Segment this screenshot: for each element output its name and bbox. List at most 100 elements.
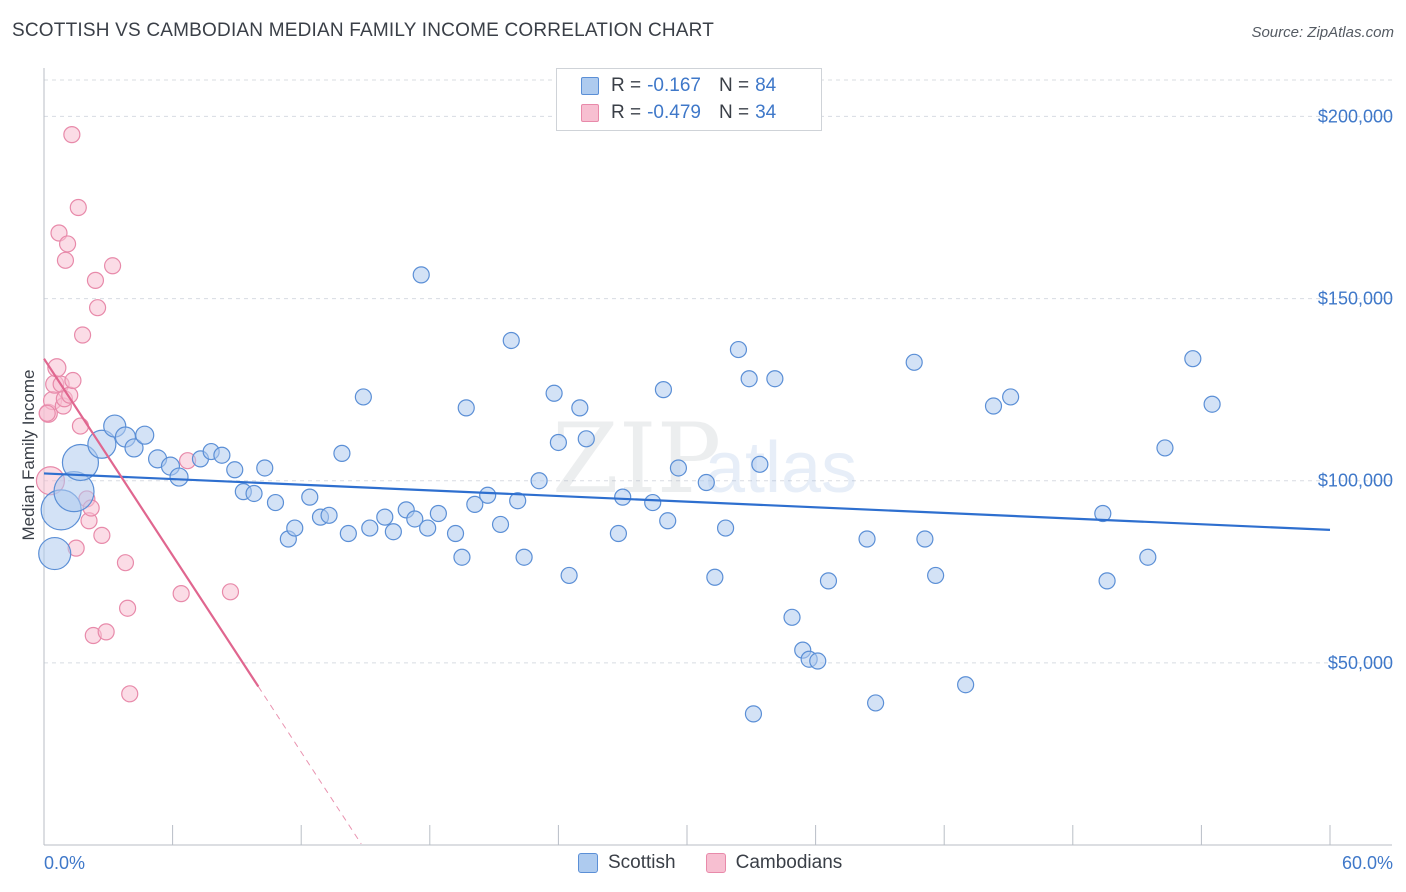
- scottish-point: [697, 473, 715, 492]
- scottish-point: [446, 524, 465, 543]
- scottish-point: [740, 370, 758, 388]
- scottish-point: [429, 504, 447, 523]
- scottish-point: [766, 370, 784, 388]
- correlation-legend: R = -0.167 N = 84 R = -0.479 N = 34: [556, 68, 822, 131]
- y-tick-label: $150,000: [1318, 289, 1393, 309]
- scottish-point: [376, 508, 394, 526]
- series-label-scottish: Scottish: [608, 852, 676, 873]
- source-credit: Source: ZipAtlas.com: [1251, 24, 1394, 41]
- scottish-point: [614, 488, 632, 506]
- cambodian-points: [35, 126, 240, 703]
- scottish-point: [339, 524, 357, 543]
- cambodian-trend-line: [43, 358, 260, 688]
- scottish-point: [361, 519, 379, 537]
- cambodian-point: [73, 326, 92, 344]
- series-legend-scottish[interactable]: Scottish: [578, 852, 676, 874]
- scottish-point: [479, 486, 497, 504]
- legend-swatch-scottish: [581, 77, 599, 95]
- scottish-point: [577, 430, 595, 448]
- scottish-point: [1139, 548, 1157, 566]
- x-tick-label-min: 0.0%: [44, 853, 85, 873]
- scottish-point: [867, 694, 885, 712]
- scottish-point: [502, 331, 520, 350]
- legend-n-label: N =: [718, 75, 750, 96]
- scottish-point: [226, 461, 244, 479]
- scottish-point: [751, 455, 769, 473]
- scottish-point: [1184, 350, 1202, 368]
- y-tick-label: $50,000: [1328, 653, 1393, 673]
- scottish-point: [571, 399, 589, 417]
- scottish-point: [809, 652, 827, 670]
- scottish-point: [916, 530, 934, 548]
- scottish-point: [669, 459, 688, 477]
- scottish-point: [609, 524, 628, 543]
- scottish-point: [384, 523, 402, 541]
- cambodian-point: [69, 198, 87, 217]
- cambodian-point: [38, 404, 56, 422]
- cambodian-point: [88, 299, 107, 317]
- scottish-point: [984, 397, 1003, 415]
- trend-lines: [43, 358, 1331, 845]
- legend-n-value-cambodians: 34: [755, 102, 777, 123]
- scottish-point: [530, 472, 548, 490]
- scottish-point: [320, 506, 338, 524]
- scottish-point: [1002, 388, 1020, 406]
- scottish-point: [38, 536, 72, 571]
- scottish-point: [457, 399, 475, 417]
- cambodian-point: [56, 251, 75, 269]
- scottish-point: [1094, 504, 1112, 523]
- scottish-point: [333, 444, 351, 462]
- scottish-point: [716, 519, 735, 537]
- scottish-point: [858, 530, 876, 548]
- watermark-zip: ZIP: [552, 403, 721, 515]
- series-legend-cambodians[interactable]: Cambodians: [705, 852, 843, 874]
- cambodian-trend-extension: [257, 686, 362, 845]
- scottish-point: [560, 566, 578, 585]
- scottish-point: [515, 548, 533, 566]
- scottish-point: [354, 388, 372, 406]
- legend-r-label: R =: [611, 102, 642, 123]
- scottish-point: [706, 568, 724, 586]
- watermark-atlas: atlas: [705, 428, 857, 508]
- scottish-point: [819, 572, 838, 590]
- scottish-point: [545, 384, 563, 402]
- legend-r-value-scottish: -0.167: [647, 75, 701, 96]
- cambodian-point: [97, 623, 115, 641]
- x-tick-label-max: 60.0%: [1342, 853, 1393, 873]
- watermark: ZIP atlas: [552, 403, 857, 515]
- scottish-point: [286, 519, 304, 537]
- scottish-point: [256, 459, 274, 477]
- scottish-point: [419, 519, 437, 537]
- scottish-point: [905, 353, 923, 371]
- scottish-point: [124, 438, 144, 458]
- cambodian-point: [172, 585, 190, 603]
- legend-r-value-cambodians: -0.479: [647, 102, 701, 123]
- y-tick-label: $200,000: [1318, 106, 1393, 126]
- series-label-cambodians: Cambodians: [735, 852, 843, 873]
- scottish-point: [135, 425, 155, 445]
- cambodian-point: [116, 554, 135, 572]
- scottish-point: [453, 548, 471, 566]
- scottish-point: [783, 608, 801, 626]
- legend-swatch-cambodians: [581, 104, 599, 122]
- scottish-point: [729, 340, 748, 359]
- scottish-point: [644, 493, 662, 512]
- series-swatch-cambodians: [705, 853, 726, 873]
- scottish-point: [549, 433, 568, 452]
- scottish-point: [1203, 395, 1221, 413]
- series-legend: Scottish Cambodians: [578, 852, 872, 874]
- scottish-point: [491, 515, 510, 534]
- cambodian-point: [64, 371, 82, 390]
- cambodian-point: [221, 583, 240, 601]
- scottish-point: [1098, 572, 1116, 590]
- scottish-point: [466, 495, 484, 513]
- cambodian-point: [63, 126, 81, 144]
- cambodian-point: [71, 417, 90, 435]
- y-axis-title: Median Family Income: [19, 369, 38, 540]
- scottish-point: [266, 493, 285, 512]
- scottish-point: [213, 446, 231, 464]
- cambodian-point: [121, 685, 139, 703]
- legend-row-scottish: R = -0.167 N = 84: [581, 73, 776, 99]
- legend-n-label: N =: [718, 102, 750, 123]
